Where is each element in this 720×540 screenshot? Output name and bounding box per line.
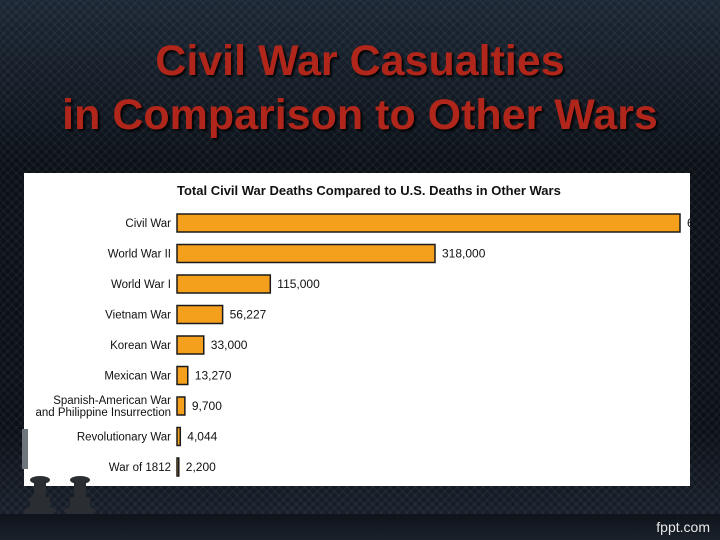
value-label-civil-war: 620,000 bbox=[687, 216, 690, 230]
bar-spanish-american-war bbox=[176, 396, 186, 416]
value-label-world-war-ii: 318,000 bbox=[442, 247, 486, 261]
category-label-spanish-american-war: Spanish-American War and Philippine Insur… bbox=[35, 395, 171, 419]
chess-pieces-decoration bbox=[22, 429, 96, 516]
bar-korean-war bbox=[176, 335, 205, 355]
value-label-vietnam-war: 56,227 bbox=[230, 308, 267, 322]
bar-chart: Total Civil War Deaths Compared to U.S. … bbox=[35, 183, 690, 477]
category-label-korean-war: Korean War bbox=[110, 340, 171, 352]
chart-title: Total Civil War Deaths Compared to U.S. … bbox=[177, 183, 561, 198]
category-label-mexican-war: Mexican War bbox=[104, 371, 171, 383]
bar-revolutionary-war bbox=[176, 426, 182, 447]
bar-war-of-1812 bbox=[176, 457, 180, 477]
footer-bar bbox=[0, 514, 720, 540]
value-label-world-war-i: 115,000 bbox=[277, 277, 320, 291]
brand-label: fppt.com bbox=[656, 519, 710, 535]
bar-mexican-war bbox=[176, 365, 189, 386]
chart-panel: Total Civil War Deaths Compared to U.S. … bbox=[24, 173, 690, 486]
bar-civil-war bbox=[176, 213, 681, 233]
slide-title-line-2: in Comparison to Other Wars bbox=[62, 91, 658, 139]
category-label-line: Spanish-American War bbox=[53, 395, 171, 407]
bar-vietnam-war bbox=[176, 304, 224, 325]
value-label-war-of-1812: 2,200 bbox=[186, 460, 216, 474]
category-label-revolutionary-war: Revolutionary War bbox=[77, 432, 171, 444]
slide-title: Civil War Casualties in Comparison to Ot… bbox=[0, 34, 720, 142]
category-label-war-of-1812: War of 1812 bbox=[109, 462, 171, 474]
category-label-world-war-i: World War I bbox=[111, 279, 171, 291]
category-label-civil-war: Civil War bbox=[125, 218, 171, 230]
value-label-spanish-american-war: 9,700 bbox=[192, 399, 222, 413]
category-label-vietnam-war: Vietnam War bbox=[105, 310, 171, 322]
bar-world-war-ii bbox=[176, 243, 436, 264]
value-label-mexican-war: 13,270 bbox=[195, 369, 232, 383]
slide-title-line-1: Civil War Casualties bbox=[155, 37, 565, 85]
value-label-korean-war: 33,000 bbox=[211, 338, 248, 352]
bar-world-war-i bbox=[176, 274, 272, 294]
category-label-world-war-ii: World War II bbox=[108, 249, 171, 261]
category-label-line: and Philippine Insurrection bbox=[35, 407, 171, 419]
value-label-revolutionary-war: 4,044 bbox=[187, 430, 217, 444]
